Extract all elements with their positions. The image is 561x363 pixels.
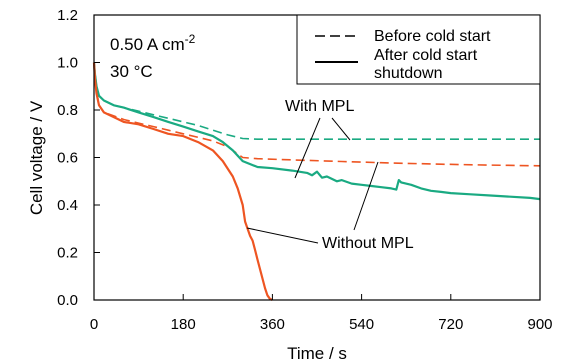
legend-after-label-line2: shutdown <box>374 65 443 82</box>
condition-current-exponent: -2 <box>185 32 196 46</box>
y-tick-label-0.2: 0.2 <box>57 245 78 262</box>
legend: Before cold start After cold start shutd… <box>296 14 541 85</box>
legend-after-label-line1: After cold start <box>374 47 478 64</box>
condition-temperature: 30 °C <box>110 62 153 81</box>
y-tick-label-0.8: 0.8 <box>57 102 78 119</box>
legend-box <box>296 14 541 85</box>
x-tick-label-180: 180 <box>171 316 196 333</box>
with-mpl-pointer-dashed <box>331 117 351 141</box>
x-tick-label-540: 540 <box>349 316 374 333</box>
x-tick-label-360: 360 <box>260 316 285 333</box>
series-with-mpl-after <box>92 62 541 201</box>
y-tick-label-0.6: 0.6 <box>57 150 78 167</box>
y-tick-label-0.0: 0.0 <box>57 292 78 309</box>
x-axis-label: Time / s <box>287 344 347 363</box>
annotation-with-mpl: With MPL <box>285 98 354 115</box>
condition-current: 0.50 A cm-2 <box>110 32 196 54</box>
y-axis-label: Cell voltage / V <box>27 100 46 215</box>
condition-current-base: 0.50 A cm <box>110 35 185 54</box>
y-tick-label-1.0: 1.0 <box>57 55 78 72</box>
y-tick-label-1.2: 1.2 <box>57 7 78 24</box>
series-with-mpl-before <box>93 62 540 140</box>
series-layer <box>92 62 541 301</box>
x-tick-label-720: 720 <box>438 316 463 333</box>
series-without-mpl-after <box>92 62 273 301</box>
tick-layer: 0 180 360 540 720 900 0.0 0.2 0.4 0.6 0.8 1.0 1.2 <box>57 7 552 333</box>
annotation-without-mpl: Without MPL <box>322 235 414 252</box>
legend-before-label: Before cold start <box>374 28 491 45</box>
y-tick-label-0.4: 0.4 <box>57 197 78 214</box>
without-mpl-pointer-solid <box>246 227 319 244</box>
without-mpl-pointer-dashed <box>353 161 379 231</box>
x-tick-label-900: 900 <box>527 316 552 333</box>
with-mpl-pointer-solid <box>294 117 321 179</box>
x-tick-label-0: 0 <box>90 316 98 333</box>
